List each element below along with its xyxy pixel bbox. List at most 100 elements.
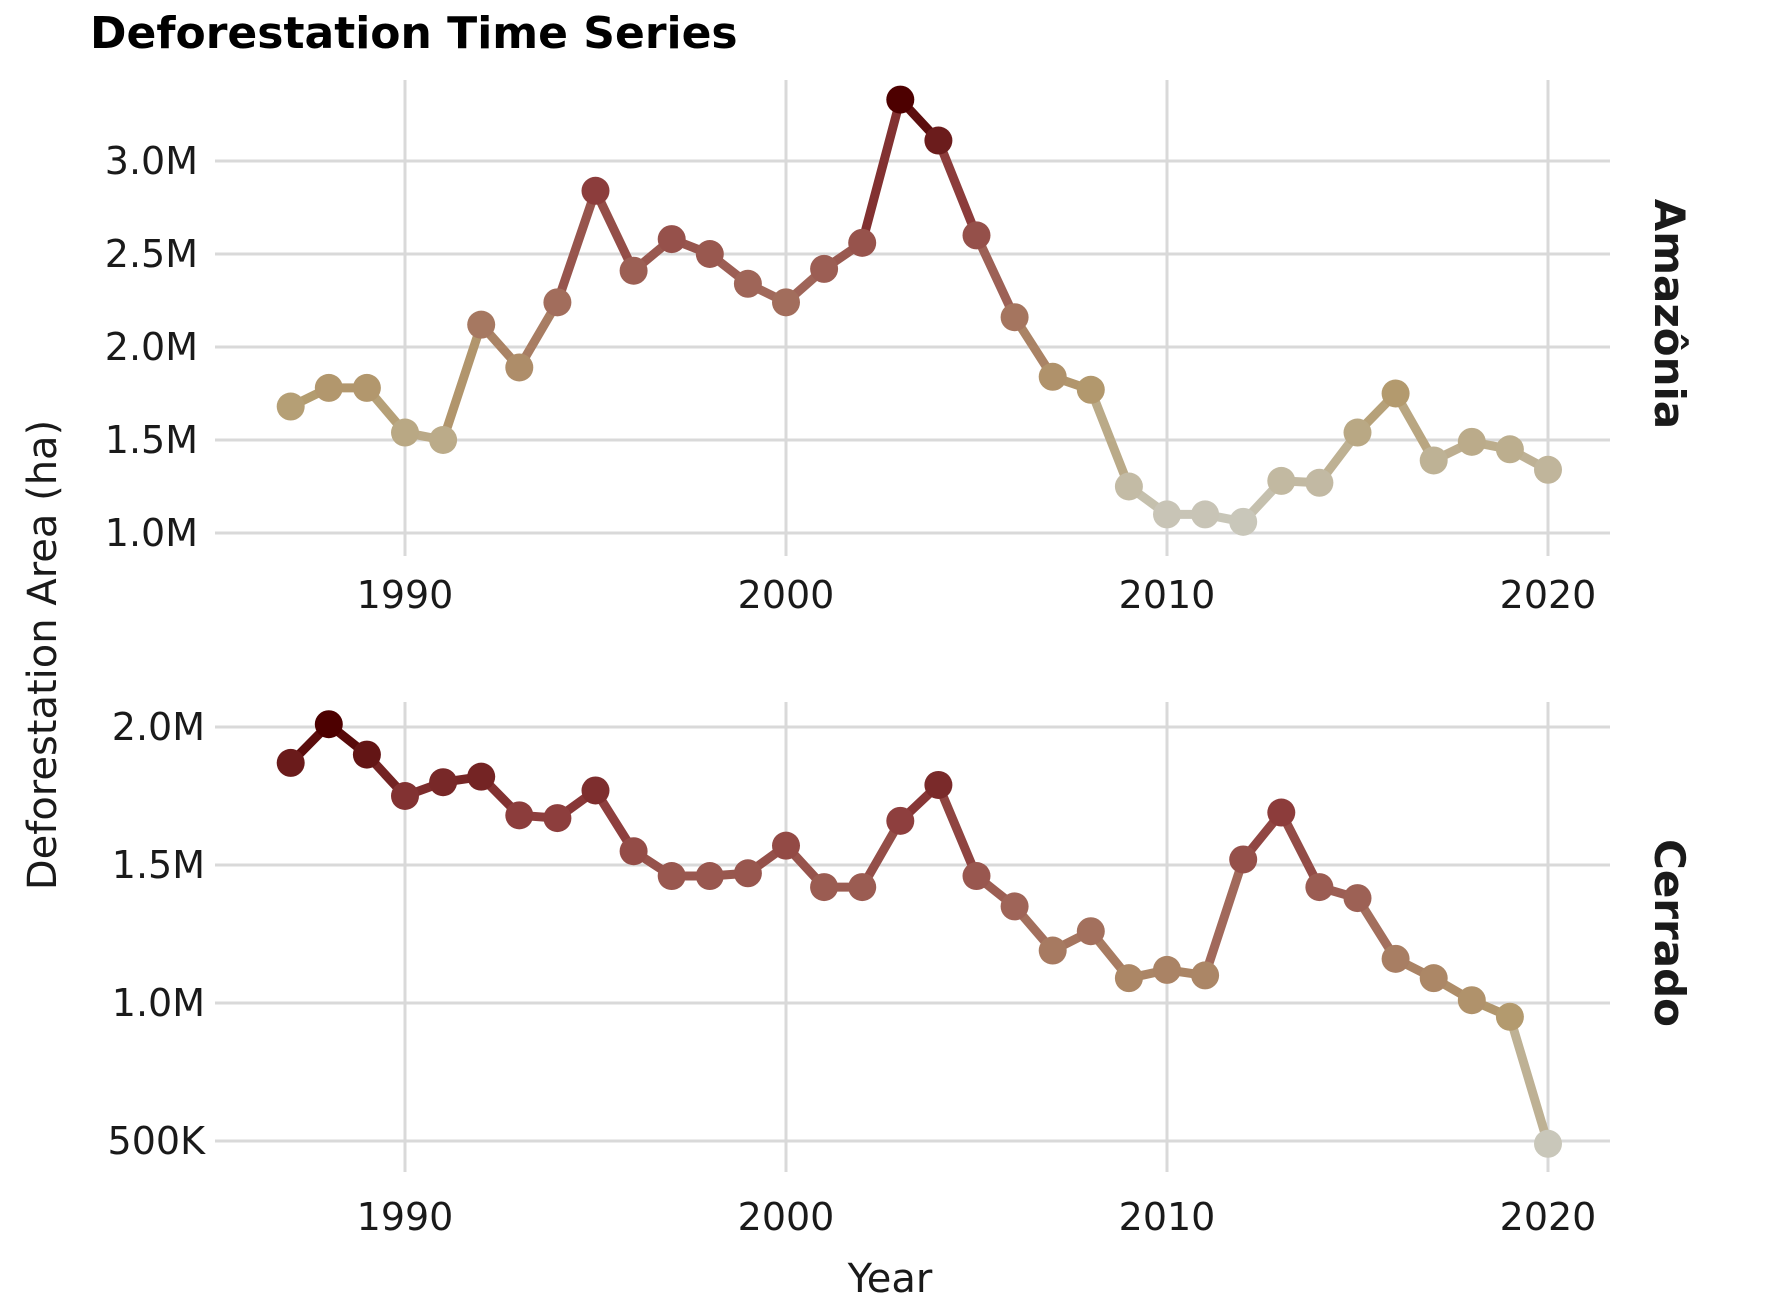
data-point (467, 310, 496, 339)
x-tick-label: 2000 (738, 1195, 835, 1239)
series-line-segment (1200, 854, 1248, 980)
data-point (848, 228, 877, 257)
data-point (619, 837, 648, 866)
data-point (1114, 472, 1143, 501)
data-point (505, 801, 534, 830)
x-tick-label: 1990 (357, 573, 454, 617)
series-line-segment (933, 136, 981, 240)
data-point (276, 748, 305, 777)
y-tick-label: 1.0M (112, 981, 205, 1025)
data-point (962, 862, 991, 891)
data-point (1495, 1002, 1524, 1031)
x-tick-label: 2010 (1119, 1195, 1216, 1239)
data-point (1153, 955, 1181, 984)
data-point (352, 373, 381, 402)
data-point (657, 225, 686, 254)
series-line-segment (933, 780, 981, 881)
x-tick-label: 2000 (738, 573, 835, 617)
data-point (1419, 446, 1448, 475)
y-tick-label: 1.0M (105, 511, 198, 555)
series-line-segment (972, 230, 1020, 322)
data-point (810, 873, 839, 902)
data-point (924, 126, 953, 155)
series-line-segment (1505, 1012, 1553, 1149)
data-point (962, 221, 991, 250)
x-tick-label: 1990 (357, 1195, 454, 1239)
data-point (924, 770, 953, 799)
data-point (1457, 986, 1486, 1015)
data-point (505, 353, 534, 382)
data-point (1381, 944, 1410, 973)
data-point (429, 426, 458, 454)
data-point (772, 831, 800, 860)
data-point (391, 782, 419, 810)
series-line-segment (857, 95, 905, 248)
x-axis-title: Year (847, 1256, 933, 1299)
y-tick-label: 2.0M (112, 705, 205, 749)
data-point (1305, 468, 1334, 497)
data-point (772, 288, 800, 317)
data-point (1343, 884, 1372, 913)
panel-amazonia: 1990 2000 2010 2020 1.0M 1.5M 2.0M 2.5M 3.0M Amaz… (105, 80, 1694, 617)
series-line-segment (591, 186, 639, 276)
data-point (1457, 427, 1486, 456)
data-point (314, 710, 343, 739)
data-point (695, 862, 724, 891)
facet-strip-label: Amazônia (1645, 199, 1694, 430)
data-point (1343, 418, 1372, 447)
data-point (695, 240, 724, 268)
series-line-segment (438, 320, 486, 445)
data-point (1076, 917, 1105, 946)
x-tick-label: 2010 (1119, 573, 1216, 617)
y-tick-label: 1.5M (112, 843, 205, 887)
data-point (1229, 507, 1258, 536)
data-point (1305, 873, 1334, 902)
data-point (391, 418, 419, 447)
data-point (467, 762, 496, 791)
panel-cerrado: 1990 2000 2010 2020 500K 1.0M 1.5M 2.0M Cerrado (108, 702, 1694, 1239)
data-point (1534, 455, 1562, 484)
data-point (429, 768, 458, 797)
data-point (1038, 936, 1067, 965)
data-point (1191, 961, 1220, 990)
data-point (352, 740, 381, 769)
y-tick-label: 2.5M (105, 232, 198, 276)
data-point (1191, 500, 1220, 529)
data-point (1381, 379, 1410, 408)
data-point (543, 288, 572, 317)
data-point (543, 804, 572, 833)
data-point (1153, 500, 1181, 529)
y-tick-label: 500K (108, 1119, 207, 1163)
x-tick-label: 2020 (1500, 573, 1597, 617)
data-point (657, 862, 686, 891)
data-point (1114, 964, 1143, 993)
y-tick-label: 3.0M (105, 139, 198, 183)
data-point (1229, 845, 1258, 874)
data-point (1419, 964, 1448, 993)
y-axis-title: Deforestation Area (ha) (20, 420, 66, 890)
x-tick-label: 2020 (1500, 1195, 1597, 1239)
data-point (1534, 1129, 1562, 1158)
data-point (314, 373, 343, 402)
y-tick-label: 2.0M (105, 325, 198, 369)
data-point (810, 254, 839, 283)
chart-title: Deforestation Time Series (90, 8, 738, 59)
data-point (1267, 466, 1296, 495)
series-line-segment (1086, 385, 1134, 491)
data-point (1000, 892, 1029, 921)
data-point (1495, 435, 1524, 464)
data-point (733, 859, 762, 888)
series-line-segment (552, 186, 600, 307)
data-point (581, 176, 610, 205)
data-point (619, 256, 648, 285)
data-point (886, 85, 915, 114)
data-point (1267, 798, 1296, 827)
data-point (581, 776, 610, 805)
data-point (886, 806, 915, 835)
data-point (848, 873, 877, 902)
data-point (1038, 362, 1067, 391)
facet-strip-label: Cerrado (1645, 839, 1694, 1027)
data-point (733, 269, 762, 298)
data-point (276, 392, 305, 421)
